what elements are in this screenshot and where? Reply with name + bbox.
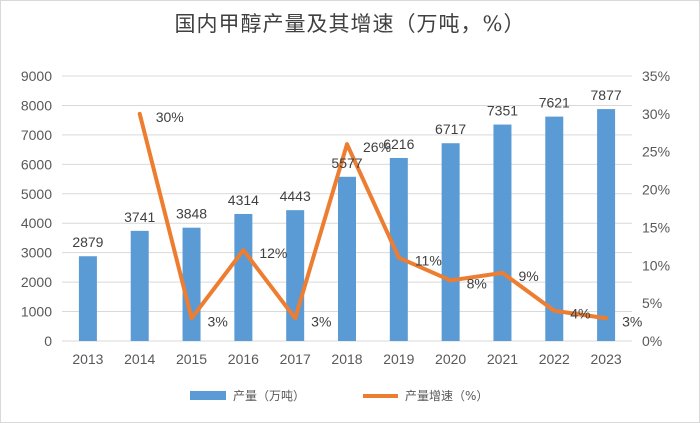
x-tick-label: 2018	[331, 351, 362, 367]
bar-value-label: 5577	[331, 155, 362, 171]
right-tick-label: 5%	[642, 295, 662, 311]
growth-value-label: 8%	[467, 275, 487, 291]
growth-point	[397, 256, 401, 260]
growth-value-label: 3%	[208, 313, 228, 329]
growth-point	[345, 142, 349, 146]
right-tick-label: 25%	[642, 144, 670, 160]
left-tick-label: 8000	[21, 97, 52, 113]
left-tick-label: 6000	[21, 156, 52, 172]
growth-point	[241, 248, 245, 252]
growth-point	[604, 316, 608, 320]
legend: 产量（万吨） 产量增速（%）	[190, 389, 488, 403]
left-tick-label: 5000	[21, 186, 52, 202]
x-tick-label: 2021	[487, 351, 518, 367]
growth-value-label: 4%	[570, 306, 590, 322]
x-tick-label: 2023	[591, 351, 622, 367]
bar	[234, 213, 253, 341]
bar-value-label: 7877	[591, 87, 622, 103]
right-tick-label: 35%	[642, 68, 670, 84]
bar-value-label: 6717	[435, 121, 466, 137]
growth-value-label: 30%	[156, 109, 184, 125]
left-tick-label: 7000	[21, 127, 52, 143]
growth-value-label: 3%	[311, 313, 331, 329]
right-tick-label: 30%	[642, 106, 670, 122]
bar	[545, 116, 564, 342]
right-tick-label: 10%	[642, 257, 670, 273]
bar	[78, 256, 97, 341]
legend-label-production: 产量（万吨）	[233, 389, 305, 403]
left-tick-label: 2000	[21, 274, 52, 290]
growth-line	[137, 111, 609, 321]
right-tick-label: 15%	[642, 219, 670, 235]
bar-value-label: 7351	[487, 103, 518, 119]
left-tick-label: 1000	[21, 304, 52, 320]
bar-value-label: 4314	[228, 192, 259, 208]
x-tick-label: 2017	[280, 351, 311, 367]
bar	[441, 143, 460, 341]
x-tick-label: 2020	[435, 351, 466, 367]
left-tick-label: 9000	[21, 68, 52, 84]
x-tick-label: 2022	[539, 351, 570, 367]
x-tick-label: 2015	[176, 351, 207, 367]
bar	[493, 124, 512, 341]
growth-value-label: 11%	[415, 253, 442, 269]
left-tick-label: 4000	[21, 215, 52, 231]
x-tick-label: 2014	[124, 351, 155, 367]
growth-point	[190, 316, 194, 320]
chart-title: 国内甲醇产量及其增速（万吨，%）	[174, 12, 526, 36]
growth-value-label: 12%	[259, 245, 287, 261]
bar-value-label: 6216	[383, 136, 414, 152]
left-tick-label: 0	[44, 333, 52, 349]
growth-point	[293, 316, 297, 320]
growth-point	[552, 309, 556, 313]
right-tick-label: 0%	[642, 333, 662, 349]
x-tick-label: 2016	[228, 351, 259, 367]
bar-value-label: 7621	[539, 95, 570, 111]
growth-point	[449, 278, 453, 282]
legend-label-growth: 产量增速（%）	[405, 389, 488, 403]
growth-point	[500, 271, 504, 275]
bar	[597, 109, 616, 342]
growth-value-label: 3%	[622, 313, 642, 329]
data-labels: 2879 3741 3848 4314 4443 5577 6216 6717 7351 7621…	[72, 87, 642, 329]
legend-swatch-production	[190, 391, 226, 400]
bar	[389, 157, 408, 341]
bar-series	[78, 109, 616, 342]
growth-value-label: 26%	[363, 139, 391, 155]
bar	[182, 227, 201, 341]
bar-value-label: 3741	[124, 209, 155, 225]
growth-value-label: 9%	[518, 268, 538, 284]
bar-value-label: 2879	[72, 234, 103, 250]
bar-value-label: 4443	[280, 188, 311, 204]
gridlines	[62, 75, 632, 342]
left-tick-label: 3000	[21, 245, 52, 261]
bar	[130, 230, 149, 341]
x-tick-label: 2013	[72, 351, 103, 367]
right-tick-label: 20%	[642, 182, 670, 198]
bar	[286, 210, 305, 341]
line-series	[137, 111, 609, 321]
bar	[338, 176, 356, 341]
axes: 0 1000 2000 3000 4000 5000 6000 7000 8000 9000 0% 5…	[21, 68, 670, 367]
x-tick-label: 2019	[383, 351, 414, 367]
bar-value-label: 3848	[176, 206, 207, 222]
growth-point	[138, 112, 142, 116]
